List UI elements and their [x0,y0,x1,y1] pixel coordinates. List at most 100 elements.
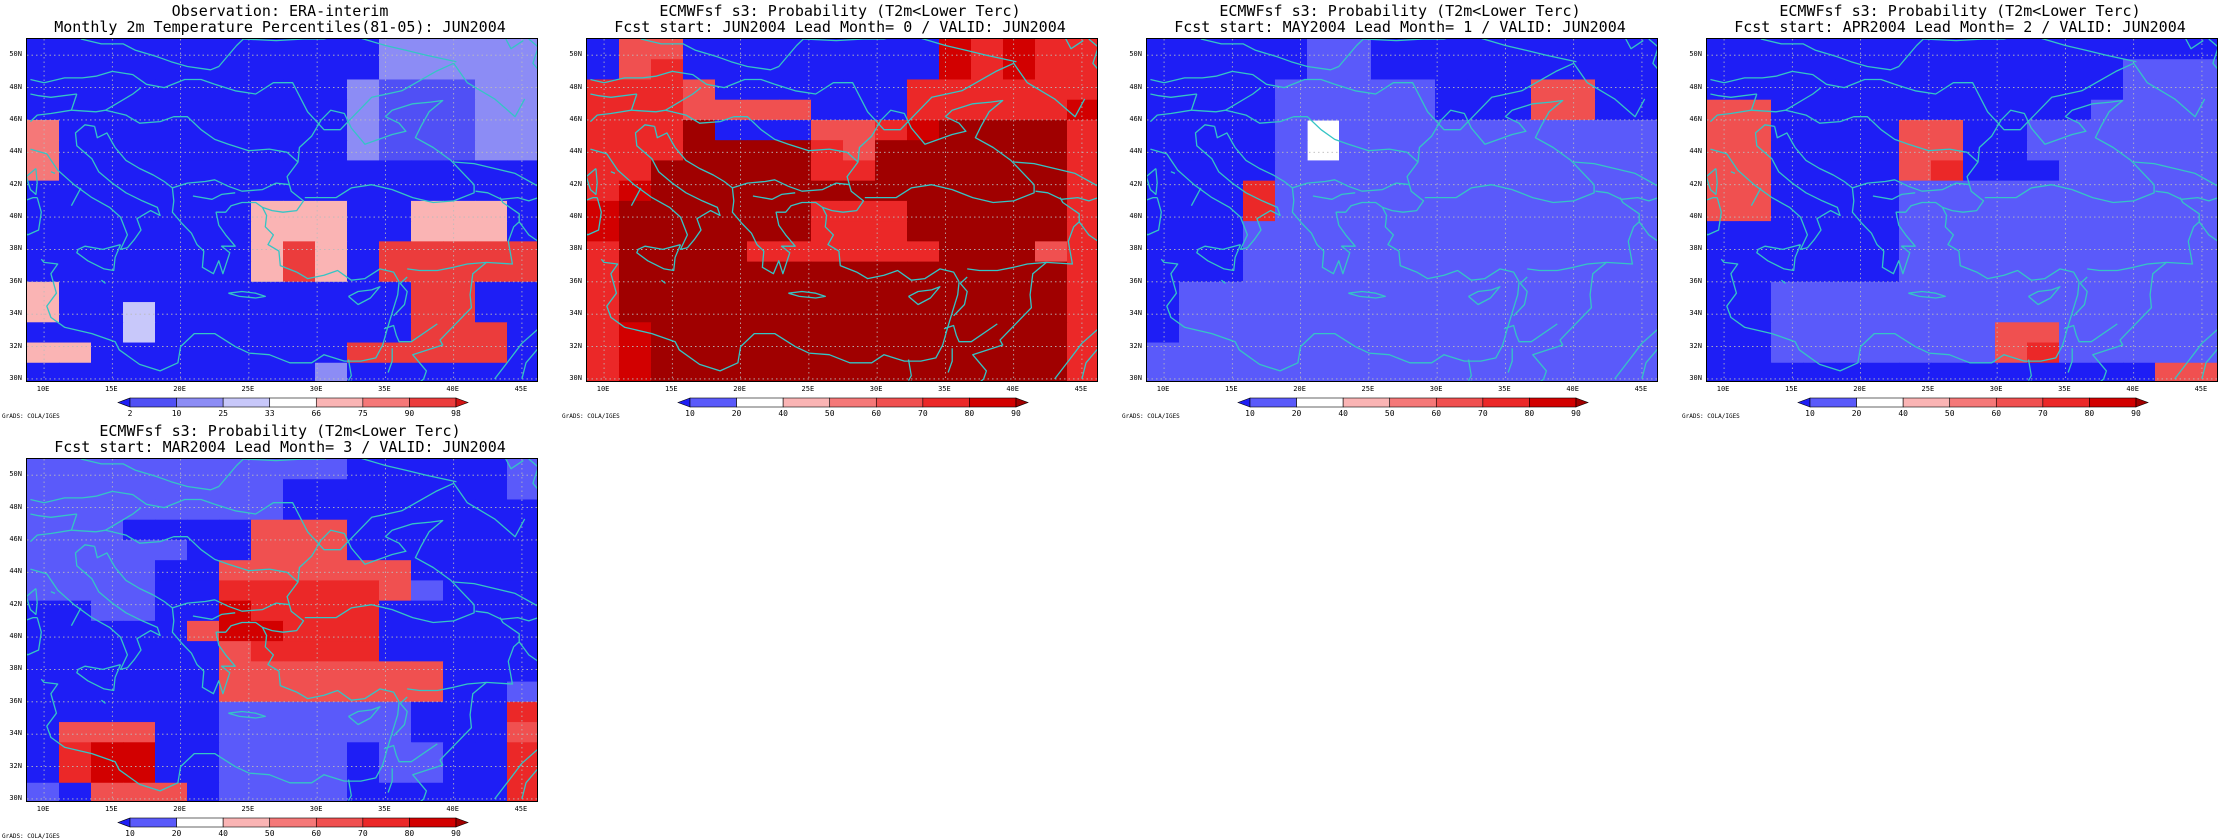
grid-cell [811,39,844,60]
grid-cell [1307,221,1340,242]
grid-cell [155,99,188,121]
grid-cell [939,302,972,323]
grid-cell [283,221,316,242]
grid-cell [2027,261,2060,283]
grid-cell [1179,59,1212,81]
grid-cell [443,39,476,60]
grid-cell [187,302,220,323]
grid-cell [123,479,156,501]
grid-cell [2155,362,2188,381]
grid-cell [1595,261,1628,283]
grid-cell [1803,322,1836,344]
grid-cell [2091,180,2124,202]
grid-cell [123,99,156,121]
grid-cell [347,261,380,283]
grid-cell [411,661,444,683]
grid-cell [1003,160,1036,182]
grid-cell [475,342,508,364]
grid-cell [155,722,188,743]
grid-cell [91,539,124,561]
grid-cell [1307,302,1340,323]
grid-cell [187,499,220,521]
grid-cell [747,302,780,323]
grid-cell [27,539,60,561]
grid-cell [315,459,348,480]
grid-cell [1147,200,1180,222]
coastline [1527,221,1640,272]
grid-cell [939,221,972,242]
grid-cell [1371,59,1404,81]
grid-cell [1339,362,1372,381]
grid-cell [1835,180,1868,202]
grid-cell [1771,322,1804,344]
grid-cell [1931,180,1964,202]
grid-cell [347,459,380,480]
grid-cell [2027,140,2060,162]
grid-cell [315,342,348,364]
grid-cell [155,762,188,784]
grid-cell [411,180,444,202]
grid-cell [187,342,220,364]
grid-cell [91,600,124,622]
grid-cell [683,140,716,162]
grid-cell [283,160,316,182]
grid-cell [747,119,780,141]
grid-cell [1771,362,1804,381]
grid-cell [1435,261,1468,283]
grid-cell [187,641,220,662]
grid-cell [2123,241,2156,263]
coastline [1170,171,1176,175]
lon-tick-label: 10E [1716,385,1730,393]
grid-cell [443,519,476,541]
grid-cell [875,180,908,202]
coastline [2092,261,2167,381]
grid-cell [1147,140,1180,162]
grid-cell [1835,342,1868,364]
grid-cell [1771,342,1804,364]
grid-cell [1035,99,1068,121]
grid-cell [347,302,380,323]
grid-cell [1307,200,1340,222]
map-plot [27,459,537,801]
coastline [1750,87,1822,113]
grid-cell [1435,140,1468,162]
grid-cell [619,221,652,242]
grid-cell [971,39,1004,60]
grid-cell [347,342,380,364]
grid-cell [1835,221,1868,242]
grid-cell [1035,261,1068,283]
colorbar-segment [1529,397,1577,408]
colorbar-segment [362,817,410,828]
grid-cell [27,681,60,703]
grid-cell [619,119,652,141]
grid-cell [811,59,844,81]
grid-cell [1563,200,1596,222]
grid-cell [2091,322,2124,344]
coastline [30,93,77,98]
grid-cell [283,701,316,723]
grid-cell [843,200,876,222]
coastline [499,617,537,662]
grid-cell [747,39,780,60]
grid-cell [443,479,476,501]
coastline [1160,258,1520,372]
grid-cell [411,560,444,582]
grid-cell [875,261,908,283]
grid-cell [907,59,940,81]
grid-cell [1739,281,1772,303]
lat-tick-label: 40N [9,632,22,641]
grid-cell [155,39,188,60]
grid-cell [971,59,1004,81]
grid-cell [443,620,476,642]
grid-cell [1243,160,1276,182]
grid-cell [1835,99,1868,121]
grid-cell [347,762,380,784]
grid-cell [411,742,444,764]
grid-cell [2027,342,2060,364]
colorbar-label: 10 [1805,409,1815,418]
grid-cell [1147,261,1180,283]
coastline [1756,243,1802,272]
grid-cell [1339,261,1372,283]
coastline [347,779,352,801]
grid-cell [1563,79,1596,101]
